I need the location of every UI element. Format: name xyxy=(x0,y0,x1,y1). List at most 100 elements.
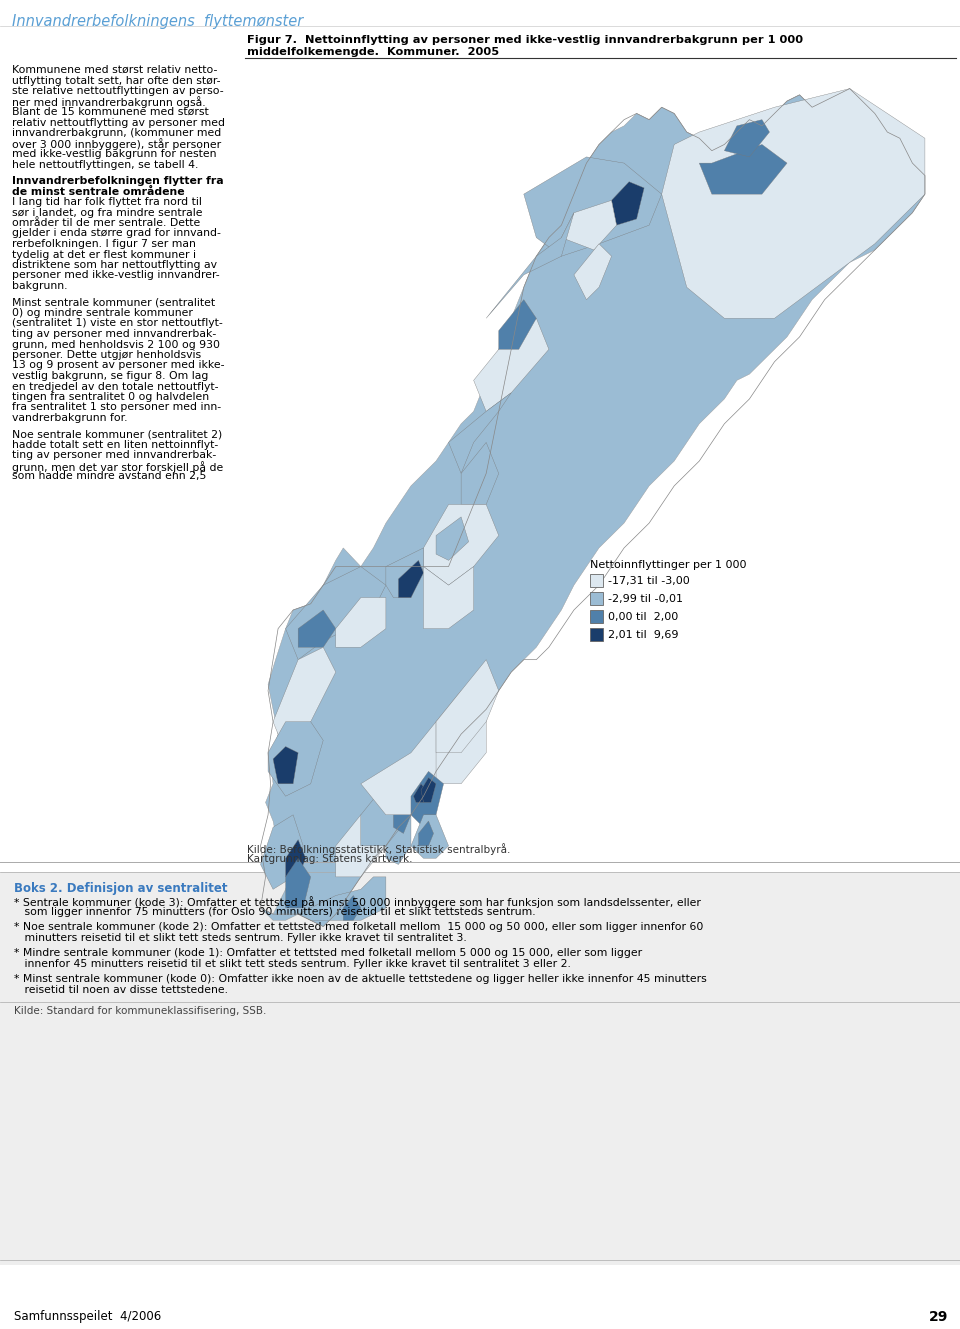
Text: Kilde: Befolkningsstatistikk, Statistisk sentralbyrå.: Kilde: Befolkningsstatistikk, Statistisk… xyxy=(247,843,511,855)
Bar xyxy=(590,629,603,641)
Polygon shape xyxy=(436,659,498,752)
Bar xyxy=(590,610,603,623)
Text: Minst sentrale kommuner (sentralitet: Minst sentrale kommuner (sentralitet xyxy=(12,298,215,307)
Text: 13 og 9 prosent av personer med ikke-: 13 og 9 prosent av personer med ikke- xyxy=(12,360,225,371)
Text: grunn, med henholdsvis 2 100 og 930: grunn, med henholdsvis 2 100 og 930 xyxy=(12,339,220,350)
Text: Kilde: Standard for kommuneklassifisering, SSB.: Kilde: Standard for kommuneklassifiserin… xyxy=(14,1006,266,1015)
Text: Innvandrerbefolkningens  flyttemønster: Innvandrerbefolkningens flyttemønster xyxy=(12,15,303,29)
Text: Figur 7.  Nettoinnflytting av personer med ikke-vestlig innvandrerbakgrunn per 1: Figur 7. Nettoinnflytting av personer me… xyxy=(247,35,804,45)
Text: tingen fra sentralitet 0 og halvdelen: tingen fra sentralitet 0 og halvdelen xyxy=(12,392,209,401)
Polygon shape xyxy=(612,182,644,225)
Polygon shape xyxy=(411,771,444,827)
Polygon shape xyxy=(411,815,448,859)
Text: ting av personer med innvandrerbak-: ting av personer med innvandrerbak- xyxy=(12,451,216,461)
Polygon shape xyxy=(394,803,411,833)
Text: fra sentralitet 1 sto personer med inn-: fra sentralitet 1 sto personer med inn- xyxy=(12,403,221,412)
Polygon shape xyxy=(725,120,770,157)
Text: vandrerbakgrunn for.: vandrerbakgrunn for. xyxy=(12,413,128,423)
Polygon shape xyxy=(436,517,468,561)
Text: bakgrunn.: bakgrunn. xyxy=(12,280,67,291)
Polygon shape xyxy=(524,157,661,256)
Polygon shape xyxy=(423,566,473,629)
Polygon shape xyxy=(361,722,448,815)
Text: * Mindre sentrale kommuner (kode 1): Omfatter et tettsted med folketall mellom 5: * Mindre sentrale kommuner (kode 1): Omf… xyxy=(14,948,642,958)
Text: hele nettoutflyttingen, se tabell 4.: hele nettoutflyttingen, se tabell 4. xyxy=(12,159,199,170)
Text: 2,01 til  9,69: 2,01 til 9,69 xyxy=(608,630,679,641)
Text: en tredjedel av den totale nettoutflyt-: en tredjedel av den totale nettoutflyt- xyxy=(12,381,219,392)
Polygon shape xyxy=(286,859,311,908)
Text: * Sentrale kommuner (kode 3): Omfatter et tettsted på minst 50 000 innbyggere so: * Sentrale kommuner (kode 3): Omfatter e… xyxy=(14,896,701,908)
Text: innenfor 45 minutters reisetid til et slikt tett steds sentrum. Fyller ikke krav: innenfor 45 minutters reisetid til et sl… xyxy=(14,960,571,969)
Text: Nettoinnflyttinger per 1 000: Nettoinnflyttinger per 1 000 xyxy=(590,560,747,570)
Polygon shape xyxy=(361,784,411,845)
Text: * Noe sentrale kommuner (kode 2): Omfatter et tettsted med folketall mellom  15 : * Noe sentrale kommuner (kode 2): Omfatt… xyxy=(14,922,704,932)
Text: Kommunene med størst relativ netto-: Kommunene med størst relativ netto- xyxy=(12,65,217,74)
Text: som hadde mindre avstand enn 2,5: som hadde mindre avstand enn 2,5 xyxy=(12,472,206,481)
Polygon shape xyxy=(661,89,924,318)
Text: 0) og mindre sentrale kommuner: 0) og mindre sentrale kommuner xyxy=(12,308,193,318)
Text: sør i landet, og fra mindre sentrale: sør i landet, og fra mindre sentrale xyxy=(12,207,203,218)
Polygon shape xyxy=(273,647,336,752)
Polygon shape xyxy=(562,201,616,250)
Text: I lang tid har folk flyttet fra nord til: I lang tid har folk flyttet fra nord til xyxy=(12,197,202,207)
Text: Boks 2. Definisjon av sentralitet: Boks 2. Definisjon av sentralitet xyxy=(14,882,228,894)
Text: over 3 000 innbyggere), står personer: over 3 000 innbyggere), står personer xyxy=(12,138,221,150)
Text: (sentralitet 1) viste en stor nettoutflyt-: (sentralitet 1) viste en stor nettoutfly… xyxy=(12,319,223,328)
Polygon shape xyxy=(299,610,336,647)
Text: vestlig bakgrunn, se figur 8. Om lag: vestlig bakgrunn, se figur 8. Om lag xyxy=(12,371,208,381)
Text: relativ nettoutflytting av personer med: relativ nettoutflytting av personer med xyxy=(12,117,225,128)
Polygon shape xyxy=(386,815,411,864)
Text: grunn, men det var stor forskjell på de: grunn, men det var stor forskjell på de xyxy=(12,461,224,473)
Text: utflytting totalt sett, har ofte den stør-: utflytting totalt sett, har ofte den stø… xyxy=(12,76,221,85)
Polygon shape xyxy=(344,896,361,921)
Text: reisetid til noen av disse tettstedene.: reisetid til noen av disse tettstedene. xyxy=(14,985,228,995)
Text: personer med ikke-vestlig innvandrer-: personer med ikke-vestlig innvandrer- xyxy=(12,271,220,280)
Text: Kartgrunnlag: Statens kartverk.: Kartgrunnlag: Statens kartverk. xyxy=(247,855,413,864)
Polygon shape xyxy=(336,598,386,647)
Text: middelfolkemengde.  Kommuner.  2005: middelfolkemengde. Kommuner. 2005 xyxy=(247,47,499,57)
Text: Samfunnsspeilet  4/2006: Samfunnsspeilet 4/2006 xyxy=(14,1310,161,1322)
Text: hadde totalt sett en liten nettoinnflyt-: hadde totalt sett en liten nettoinnflyt- xyxy=(12,440,218,451)
Text: ting av personer med innvandrerbak-: ting av personer med innvandrerbak- xyxy=(12,330,216,339)
Polygon shape xyxy=(286,840,305,877)
Text: Blant de 15 kommunene med størst: Blant de 15 kommunene med størst xyxy=(12,108,208,117)
Text: Innvandrerbefolkningen flytter fra: Innvandrerbefolkningen flytter fra xyxy=(12,175,224,186)
Polygon shape xyxy=(421,777,436,803)
Polygon shape xyxy=(699,145,787,194)
Polygon shape xyxy=(448,393,512,473)
Polygon shape xyxy=(286,566,386,659)
Text: ste relative nettoutflyttingen av perso-: ste relative nettoutflyttingen av perso- xyxy=(12,86,224,96)
Polygon shape xyxy=(386,548,423,598)
Bar xyxy=(590,574,603,587)
Text: minutters reisetid til et slikt tett steds sentrum. Fyller ikke kravet til sentr: minutters reisetid til et slikt tett ste… xyxy=(14,933,467,944)
Polygon shape xyxy=(473,318,549,412)
Text: rerbefolkningen. I figur 7 ser man: rerbefolkningen. I figur 7 ser man xyxy=(12,239,196,249)
Bar xyxy=(590,591,603,605)
Bar xyxy=(0,872,960,1265)
Polygon shape xyxy=(486,213,574,318)
Polygon shape xyxy=(574,243,612,299)
Text: med ikke-vestlig bakgrunn for nesten: med ikke-vestlig bakgrunn for nesten xyxy=(12,149,217,159)
Text: som ligger innenfor 75 minutters (for Oslo 90 minutters) reisetid til et slikt t: som ligger innenfor 75 minutters (for Os… xyxy=(14,906,536,917)
Text: gjelder i enda større grad for innvand-: gjelder i enda større grad for innvand- xyxy=(12,229,221,238)
Polygon shape xyxy=(436,691,486,784)
Polygon shape xyxy=(414,784,426,803)
Polygon shape xyxy=(419,821,434,845)
Text: -17,31 til -3,00: -17,31 til -3,00 xyxy=(608,575,689,586)
Text: innvandrerbakgrunn, (kommuner med: innvandrerbakgrunn, (kommuner med xyxy=(12,128,221,138)
Bar xyxy=(248,70,950,970)
Text: * Minst sentrale kommuner (kode 0): Omfatter ikke noen av de aktuelle tettsteden: * Minst sentrale kommuner (kode 0): Omfa… xyxy=(14,974,707,983)
Text: ner med innvandrerbakgrunn også.: ner med innvandrerbakgrunn også. xyxy=(12,97,205,109)
Polygon shape xyxy=(260,815,303,889)
Polygon shape xyxy=(273,747,299,784)
Polygon shape xyxy=(260,89,924,926)
Polygon shape xyxy=(498,299,537,350)
Text: distriktene som har nettoutflytting av: distriktene som har nettoutflytting av xyxy=(12,260,217,270)
Text: -2,99 til -0,01: -2,99 til -0,01 xyxy=(608,594,683,603)
Text: tydelig at det er flest kommuner i: tydelig at det er flest kommuner i xyxy=(12,250,196,259)
Polygon shape xyxy=(423,505,498,585)
Polygon shape xyxy=(268,722,324,796)
Text: 29: 29 xyxy=(928,1310,948,1324)
Text: 0,00 til  2,00: 0,00 til 2,00 xyxy=(608,611,679,622)
Text: personer. Dette utgjør henholdsvis: personer. Dette utgjør henholdsvis xyxy=(12,350,202,360)
